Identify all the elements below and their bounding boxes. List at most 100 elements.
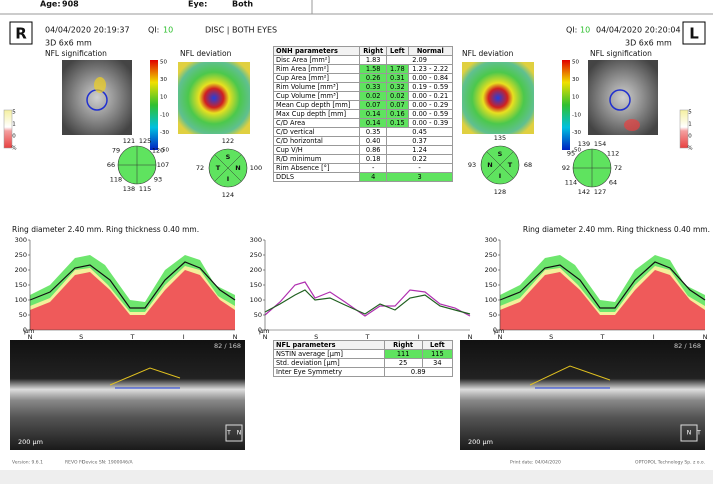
table-cell: 0.15 <box>386 118 409 128</box>
age-label: Age: <box>40 0 61 9</box>
table-cell: 0.33 <box>359 82 388 92</box>
qi-label: QI: <box>148 26 159 35</box>
fundus-image <box>588 60 658 135</box>
scale-label: -10 <box>572 112 581 118</box>
table-cell: 25 <box>383 358 423 368</box>
x-tick-label: T <box>130 333 135 341</box>
table-cell: 111 <box>383 349 423 359</box>
table-cell: 0.02 <box>386 91 409 101</box>
signification-scale-bar <box>3 109 13 149</box>
y-tick-label: 200 <box>15 266 27 274</box>
scan-type: DISC | BOTH EYES <box>205 26 277 35</box>
scale-label: 0 <box>12 134 16 140</box>
table-cell: Left <box>421 340 454 350</box>
table-cell: Cup Area [mm²] <box>272 73 361 83</box>
tsnit-profile <box>499 254 706 331</box>
table-row: NSTIN average [µm] 111 115 <box>273 349 454 359</box>
quadrant-value: 100 <box>250 164 262 172</box>
scale-bar-label: 200 µm <box>468 438 493 446</box>
y-tick-label: 0 <box>493 326 497 334</box>
table-cell: 115 <box>421 349 454 359</box>
scale-label: 1 <box>688 122 692 128</box>
table-row: NFL parameters Right Left <box>273 340 454 350</box>
table-cell: 0.31 <box>386 73 409 83</box>
table-row: Mean Cup depth [mm] 0.07 0.07 0.00 - 0.29 <box>272 100 454 110</box>
y-tick-label: 50 <box>489 311 497 319</box>
x-tick-label: N <box>703 333 708 341</box>
y-unit: µm <box>259 327 269 335</box>
table-cell: Max Cup depth [mm] <box>272 109 361 119</box>
sector-dividers <box>118 146 611 187</box>
table-cell: 0.86 <box>359 145 388 155</box>
table-cell: DDLS <box>272 172 361 182</box>
table-cell: 0.00 - 0.29 <box>407 100 454 110</box>
clock-value: 112 <box>607 149 619 157</box>
table-cell: Right <box>359 46 388 56</box>
parameter-table: NFL parameters Right Left NSTIN average [µm… <box>273 340 454 377</box>
table-cell: Cup Volume [mm³] <box>272 91 361 101</box>
scale-label: % <box>687 146 692 152</box>
y-tick-label: 200 <box>485 266 497 274</box>
clock-value: 79 <box>112 146 120 154</box>
clock-value: 120 <box>152 146 164 154</box>
quadrant-letter: N <box>487 161 492 169</box>
scale-label: -30 <box>160 130 169 136</box>
signification-scale-bar <box>679 109 689 149</box>
y-tick-label: 100 <box>15 296 27 304</box>
table-cell: Inter Eye Symmetry <box>273 367 385 377</box>
left-profile-line <box>264 289 471 315</box>
quadrant-value: 122 <box>222 137 234 145</box>
scan-protocol: 3D 6x6 mm <box>45 39 92 48</box>
table-cell: Right <box>383 340 423 350</box>
qi-value: 10 <box>580 26 590 35</box>
clock-value: 118 <box>110 176 122 184</box>
table-cell: 0.18 <box>359 154 388 164</box>
clock-value: 64 <box>609 179 617 187</box>
section-title: NFL deviation <box>462 49 514 58</box>
quadrant-value: 68 <box>524 161 532 169</box>
x-tick-label: I <box>418 333 420 341</box>
x-tick-label: T <box>365 333 370 341</box>
footer-text: Print date: 04/04/2020 <box>510 460 561 466</box>
table-row: Std. deviation [µm] 25 34 <box>273 358 454 368</box>
x-tick-label: S <box>549 333 553 341</box>
bscan-overlay <box>109 367 181 386</box>
scale-label: 5 <box>688 110 692 116</box>
tsnit-profile <box>29 254 236 331</box>
scale-label: 10 <box>160 95 167 101</box>
table-cell: 1.83 <box>359 55 388 65</box>
table-row: Cup Volume [mm³] 0.02 0.02 0.00 - 0.21 <box>272 91 454 101</box>
disc-outline <box>609 89 631 111</box>
table-cell: 1.78 <box>386 64 409 74</box>
scale-label: -50 <box>160 148 169 154</box>
table-cell: Std. deviation [µm] <box>273 358 385 368</box>
table-row: C/D Area 0.14 0.15 0.00 - 0.39 <box>272 118 454 128</box>
significance-spot <box>94 77 106 93</box>
x-tick-label: N <box>468 333 473 341</box>
table-cell: Disc Area [mm²] <box>272 55 361 65</box>
table-cell: 4 <box>359 172 388 182</box>
orientation-letter: T <box>226 430 231 437</box>
eye-value: Both <box>232 0 253 9</box>
y-tick-label: 150 <box>15 281 27 289</box>
y-tick-label: 100 <box>485 296 497 304</box>
clock-value: 139 <box>578 140 590 148</box>
table-row: C/D vertical 0.35 0.45 <box>272 127 453 137</box>
quadrant-value: 93 <box>468 161 476 169</box>
clock-value: 72 <box>614 164 622 172</box>
deviation-image <box>178 62 250 134</box>
table-cell: 0.19 - 0.59 <box>407 82 454 92</box>
bscan-image <box>10 340 245 450</box>
table-row: Cup Area [mm²] 0.26 0.31 0.00 - 0.84 <box>272 73 454 83</box>
table-row: ONH parameters Right Left Normal <box>272 46 454 56</box>
parameter-table: ONH parameters Right Left Normal Disc Area [… <box>272 46 454 182</box>
x-tick-label: S <box>79 333 83 341</box>
table-cell: 0.89 <box>383 367 453 377</box>
table-cell: 0.26 <box>359 73 388 83</box>
y-tick-label: 150 <box>485 281 497 289</box>
scale-label: 30 <box>160 77 167 83</box>
table-row: Rim Volume [mm³] 0.33 0.32 0.19 - 0.59 <box>272 82 454 92</box>
x-tick-label: S <box>314 333 318 341</box>
footer-text: OPTOPOL Technology Sp. z o.o. <box>635 460 705 466</box>
fundus-image <box>62 60 132 135</box>
